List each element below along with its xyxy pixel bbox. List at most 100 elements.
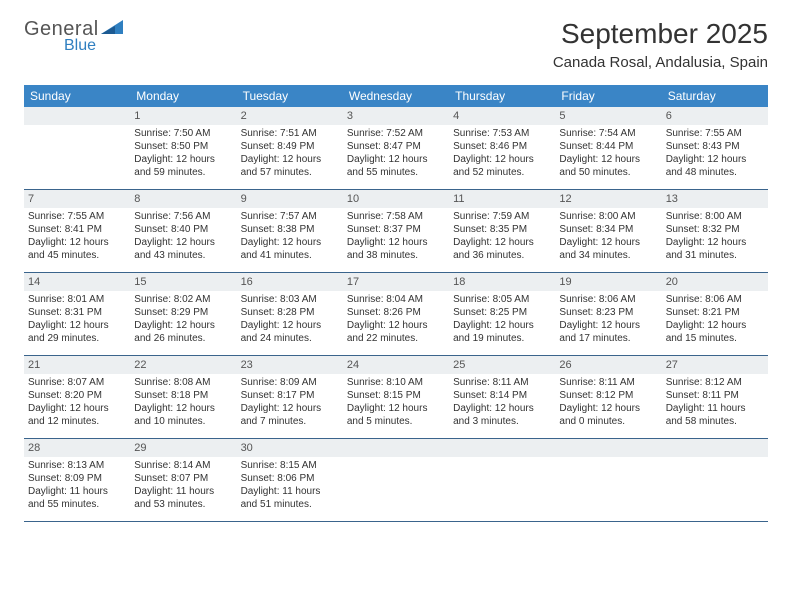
calendar-cell: 13Sunrise: 8:00 AMSunset: 8:32 PMDayligh… (662, 190, 768, 272)
day-number: 30 (237, 439, 343, 457)
sunset-line: Sunset: 8:34 PM (559, 223, 657, 236)
daylight-line: Daylight: 12 hours and 45 minutes. (28, 236, 126, 262)
sunset-line: Sunset: 8:23 PM (559, 306, 657, 319)
sunrise-line: Sunrise: 8:00 AM (559, 210, 657, 223)
sunset-line: Sunset: 8:15 PM (347, 389, 445, 402)
calendar-cell: 21Sunrise: 8:07 AMSunset: 8:20 PMDayligh… (24, 356, 130, 438)
week-row: 1Sunrise: 7:50 AMSunset: 8:50 PMDaylight… (24, 107, 768, 190)
cell-body: Sunrise: 8:02 AMSunset: 8:29 PMDaylight:… (130, 291, 236, 349)
calendar-cell: 17Sunrise: 8:04 AMSunset: 8:26 PMDayligh… (343, 273, 449, 355)
cell-body: Sunrise: 7:56 AMSunset: 8:40 PMDaylight:… (130, 208, 236, 266)
calendar-cell: 3Sunrise: 7:52 AMSunset: 8:47 PMDaylight… (343, 107, 449, 189)
sunrise-line: Sunrise: 8:11 AM (559, 376, 657, 389)
sunrise-line: Sunrise: 8:09 AM (241, 376, 339, 389)
empty-day-header (24, 107, 130, 125)
day-number: 22 (130, 356, 236, 374)
day-number: 11 (449, 190, 555, 208)
cell-body: Sunrise: 7:55 AMSunset: 8:41 PMDaylight:… (24, 208, 130, 266)
day-number: 1 (130, 107, 236, 125)
day-number: 13 (662, 190, 768, 208)
calendar-cell (449, 439, 555, 521)
day-number: 15 (130, 273, 236, 291)
weeks-container: 1Sunrise: 7:50 AMSunset: 8:50 PMDaylight… (24, 107, 768, 522)
calendar-cell: 8Sunrise: 7:56 AMSunset: 8:40 PMDaylight… (130, 190, 236, 272)
sunset-line: Sunset: 8:14 PM (453, 389, 551, 402)
weekday-header: Friday (555, 85, 661, 107)
cell-body: Sunrise: 8:15 AMSunset: 8:06 PMDaylight:… (237, 457, 343, 515)
sunrise-line: Sunrise: 7:54 AM (559, 127, 657, 140)
calendar-cell: 7Sunrise: 7:55 AMSunset: 8:41 PMDaylight… (24, 190, 130, 272)
sunrise-line: Sunrise: 7:55 AM (666, 127, 764, 140)
calendar-cell: 29Sunrise: 8:14 AMSunset: 8:07 PMDayligh… (130, 439, 236, 521)
daylight-line: Daylight: 12 hours and 38 minutes. (347, 236, 445, 262)
sunset-line: Sunset: 8:41 PM (28, 223, 126, 236)
sunset-line: Sunset: 8:38 PM (241, 223, 339, 236)
daylight-line: Daylight: 12 hours and 10 minutes. (134, 402, 232, 428)
sunrise-line: Sunrise: 8:13 AM (28, 459, 126, 472)
calendar-cell: 23Sunrise: 8:09 AMSunset: 8:17 PMDayligh… (237, 356, 343, 438)
cell-body: Sunrise: 8:12 AMSunset: 8:11 PMDaylight:… (662, 374, 768, 432)
daylight-line: Daylight: 12 hours and 41 minutes. (241, 236, 339, 262)
weekday-header: Saturday (662, 85, 768, 107)
calendar-cell: 25Sunrise: 8:11 AMSunset: 8:14 PMDayligh… (449, 356, 555, 438)
sunrise-line: Sunrise: 8:02 AM (134, 293, 232, 306)
sunset-line: Sunset: 8:29 PM (134, 306, 232, 319)
calendar-grid: SundayMondayTuesdayWednesdayThursdayFrid… (24, 85, 768, 522)
week-row: 21Sunrise: 8:07 AMSunset: 8:20 PMDayligh… (24, 356, 768, 439)
day-number: 2 (237, 107, 343, 125)
header: General Blue September 2025 Canada Rosal… (24, 18, 768, 71)
cell-body: Sunrise: 7:55 AMSunset: 8:43 PMDaylight:… (662, 125, 768, 183)
logo-triangle-icon (101, 18, 123, 41)
cell-body: Sunrise: 8:08 AMSunset: 8:18 PMDaylight:… (130, 374, 236, 432)
cell-body: Sunrise: 8:00 AMSunset: 8:34 PMDaylight:… (555, 208, 661, 266)
cell-body: Sunrise: 8:13 AMSunset: 8:09 PMDaylight:… (24, 457, 130, 515)
weekday-header: Tuesday (237, 85, 343, 107)
calendar-cell: 22Sunrise: 8:08 AMSunset: 8:18 PMDayligh… (130, 356, 236, 438)
day-number: 12 (555, 190, 661, 208)
calendar-cell: 11Sunrise: 7:59 AMSunset: 8:35 PMDayligh… (449, 190, 555, 272)
day-number: 16 (237, 273, 343, 291)
cell-body: Sunrise: 7:52 AMSunset: 8:47 PMDaylight:… (343, 125, 449, 183)
daylight-line: Daylight: 12 hours and 29 minutes. (28, 319, 126, 345)
sunset-line: Sunset: 8:28 PM (241, 306, 339, 319)
day-number: 28 (24, 439, 130, 457)
calendar-cell: 20Sunrise: 8:06 AMSunset: 8:21 PMDayligh… (662, 273, 768, 355)
cell-body: Sunrise: 8:11 AMSunset: 8:14 PMDaylight:… (449, 374, 555, 432)
day-number: 17 (343, 273, 449, 291)
day-number: 4 (449, 107, 555, 125)
empty-day-header (555, 439, 661, 457)
calendar-cell: 5Sunrise: 7:54 AMSunset: 8:44 PMDaylight… (555, 107, 661, 189)
calendar-cell: 9Sunrise: 7:57 AMSunset: 8:38 PMDaylight… (237, 190, 343, 272)
sunset-line: Sunset: 8:32 PM (666, 223, 764, 236)
cell-body: Sunrise: 7:59 AMSunset: 8:35 PMDaylight:… (449, 208, 555, 266)
sunrise-line: Sunrise: 7:51 AM (241, 127, 339, 140)
calendar-cell (343, 439, 449, 521)
sunset-line: Sunset: 8:06 PM (241, 472, 339, 485)
sunrise-line: Sunrise: 8:15 AM (241, 459, 339, 472)
sunrise-line: Sunrise: 8:12 AM (666, 376, 764, 389)
daylight-line: Daylight: 12 hours and 48 minutes. (666, 153, 764, 179)
sunset-line: Sunset: 8:20 PM (28, 389, 126, 402)
calendar-cell: 24Sunrise: 8:10 AMSunset: 8:15 PMDayligh… (343, 356, 449, 438)
sunset-line: Sunset: 8:37 PM (347, 223, 445, 236)
cell-body: Sunrise: 8:05 AMSunset: 8:25 PMDaylight:… (449, 291, 555, 349)
daylight-line: Daylight: 12 hours and 3 minutes. (453, 402, 551, 428)
day-number: 7 (24, 190, 130, 208)
daylight-line: Daylight: 12 hours and 36 minutes. (453, 236, 551, 262)
daylight-line: Daylight: 12 hours and 59 minutes. (134, 153, 232, 179)
empty-day-header (662, 439, 768, 457)
sunset-line: Sunset: 8:25 PM (453, 306, 551, 319)
daylight-line: Daylight: 12 hours and 26 minutes. (134, 319, 232, 345)
sunset-line: Sunset: 8:21 PM (666, 306, 764, 319)
sunrise-line: Sunrise: 8:08 AM (134, 376, 232, 389)
day-number: 23 (237, 356, 343, 374)
daylight-line: Daylight: 12 hours and 5 minutes. (347, 402, 445, 428)
sunrise-line: Sunrise: 7:50 AM (134, 127, 232, 140)
daylight-line: Daylight: 12 hours and 17 minutes. (559, 319, 657, 345)
calendar-cell: 27Sunrise: 8:12 AMSunset: 8:11 PMDayligh… (662, 356, 768, 438)
daylight-line: Daylight: 11 hours and 55 minutes. (28, 485, 126, 511)
sunset-line: Sunset: 8:31 PM (28, 306, 126, 319)
weekday-header: Sunday (24, 85, 130, 107)
sunrise-line: Sunrise: 8:03 AM (241, 293, 339, 306)
sunset-line: Sunset: 8:12 PM (559, 389, 657, 402)
